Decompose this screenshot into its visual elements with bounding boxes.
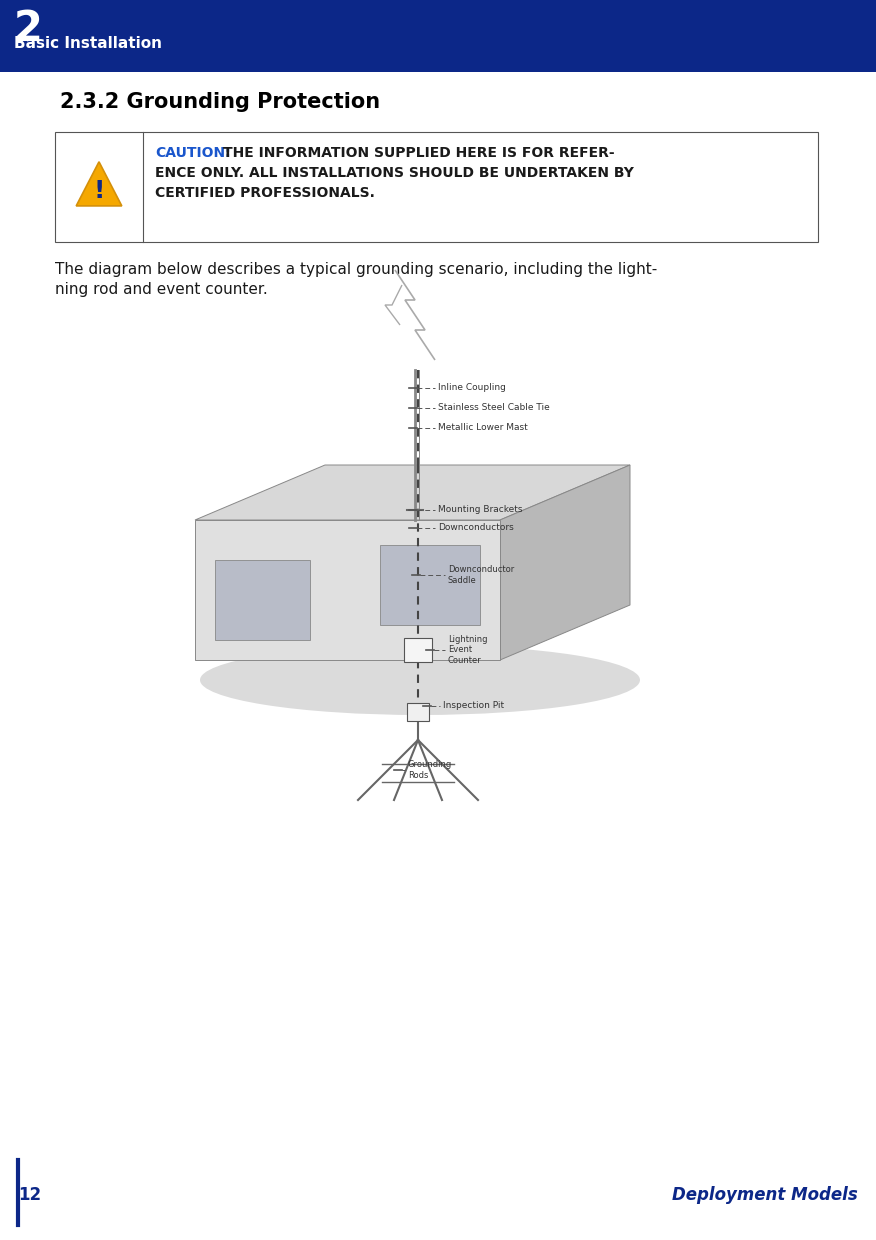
Text: The diagram below describes a typical grounding scenario, including the light-: The diagram below describes a typical gr…: [55, 262, 657, 277]
FancyBboxPatch shape: [215, 560, 310, 640]
Text: ENCE ONLY. ALL INSTALLATIONS SHOULD BE UNDERTAKEN BY: ENCE ONLY. ALL INSTALLATIONS SHOULD BE U…: [155, 166, 634, 180]
Polygon shape: [500, 465, 630, 660]
Text: Grounding
Rods: Grounding Rods: [408, 760, 452, 780]
FancyBboxPatch shape: [380, 546, 480, 625]
Text: 12: 12: [18, 1185, 41, 1204]
FancyBboxPatch shape: [407, 703, 429, 720]
Polygon shape: [76, 161, 122, 206]
Text: Metallic Lower Mast: Metallic Lower Mast: [438, 424, 527, 433]
FancyBboxPatch shape: [195, 520, 500, 660]
Ellipse shape: [200, 645, 640, 715]
Text: CAUTION:: CAUTION:: [155, 146, 230, 160]
Text: Basic Installation: Basic Installation: [14, 36, 162, 51]
Polygon shape: [195, 465, 630, 520]
Text: ning rod and event counter.: ning rod and event counter.: [55, 281, 268, 298]
Text: Stainless Steel Cable Tie: Stainless Steel Cable Tie: [438, 403, 550, 413]
Text: Deployment Models: Deployment Models: [672, 1185, 858, 1204]
Text: CERTIFIED PROFESSIONALS.: CERTIFIED PROFESSIONALS.: [155, 186, 375, 200]
FancyBboxPatch shape: [0, 0, 876, 72]
Text: 2.3.2 Grounding Protection: 2.3.2 Grounding Protection: [60, 92, 380, 112]
Text: 2: 2: [14, 7, 43, 50]
Text: Mounting Brackets: Mounting Brackets: [438, 506, 522, 515]
Text: Downconductor
Saddle: Downconductor Saddle: [448, 565, 514, 585]
Text: Inspection Pit: Inspection Pit: [443, 702, 504, 711]
FancyBboxPatch shape: [404, 639, 432, 662]
Text: THE INFORMATION SUPPLIED HERE IS FOR REFER-: THE INFORMATION SUPPLIED HERE IS FOR REF…: [223, 146, 615, 160]
FancyBboxPatch shape: [55, 131, 818, 242]
Text: !: !: [94, 179, 105, 203]
Text: Downconductors: Downconductors: [438, 523, 513, 532]
Text: Inline Coupling: Inline Coupling: [438, 383, 505, 393]
Text: Lightning
Event
Counter: Lightning Event Counter: [448, 635, 488, 665]
